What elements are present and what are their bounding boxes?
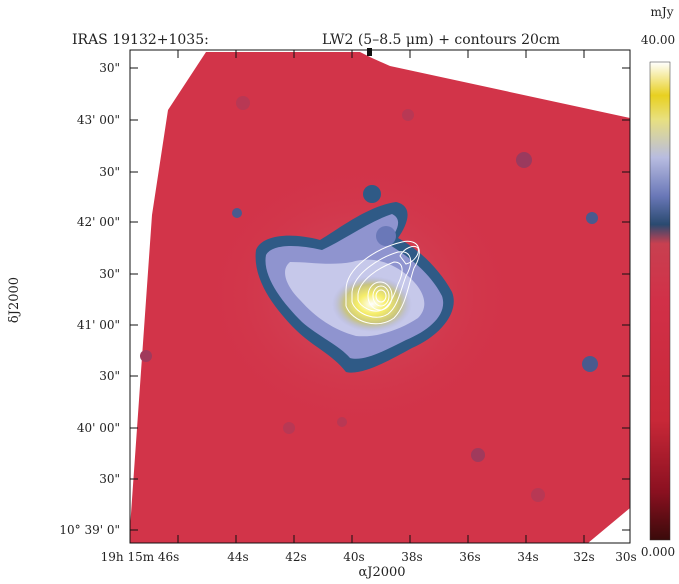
source-title: IRAS 19132+1035: xyxy=(72,32,209,48)
point-source xyxy=(337,417,347,427)
y-tick-label: 30" xyxy=(99,165,120,179)
x-tick-label: 40s xyxy=(343,550,364,564)
x-tick-label: 32s xyxy=(573,550,594,564)
y-tick-label: 10° 39' 0" xyxy=(59,523,120,537)
y-tick-label: 30" xyxy=(99,267,120,281)
y-tick-label: 30" xyxy=(99,61,120,75)
image-panel xyxy=(130,50,630,543)
y-tick-label: 30" xyxy=(99,369,120,383)
point-source xyxy=(283,422,295,434)
y-tick-label: 42' 00" xyxy=(77,215,120,229)
point-source xyxy=(140,350,152,362)
x-axis-label: αJ2000 xyxy=(358,565,405,580)
y-tick-label: 43' 00" xyxy=(77,113,120,127)
point-source xyxy=(516,152,532,168)
y-tick-label: 30" xyxy=(99,472,120,486)
y-tick-label: 40' 00" xyxy=(77,421,120,435)
point-source xyxy=(586,212,598,224)
point-source xyxy=(232,208,242,218)
x-tick-label: 42s xyxy=(285,550,306,564)
x-tick-marks xyxy=(177,50,585,543)
x-tick-label: 44s xyxy=(227,550,248,564)
x-tick-label: 19h 15m 46s xyxy=(101,550,180,564)
point-source xyxy=(582,356,598,372)
x-tick-label: 38s xyxy=(401,550,422,564)
x-tick-label: 30s xyxy=(615,550,636,564)
x-tick-label: 34s xyxy=(517,550,538,564)
y-tick-marks xyxy=(130,67,630,531)
plot-frame xyxy=(129,49,631,544)
point-source xyxy=(471,448,485,462)
x-tick-label: 36s xyxy=(459,550,480,564)
point-source xyxy=(236,96,250,110)
radio-contours xyxy=(345,240,420,325)
y-tick-label: 41' 00" xyxy=(77,318,120,332)
point-source xyxy=(531,488,545,502)
point-source xyxy=(402,109,414,121)
colorbar-min-label: 0.000 xyxy=(641,545,675,559)
y-axis-label: δJ2000 xyxy=(7,277,22,323)
band-title: LW2 (5–8.5 μm) + contours 20cm xyxy=(322,32,560,48)
colorbar-unit: mJy xyxy=(651,5,674,19)
colorbar xyxy=(649,61,671,541)
colorbar-max-label: 40.00 xyxy=(641,33,675,47)
